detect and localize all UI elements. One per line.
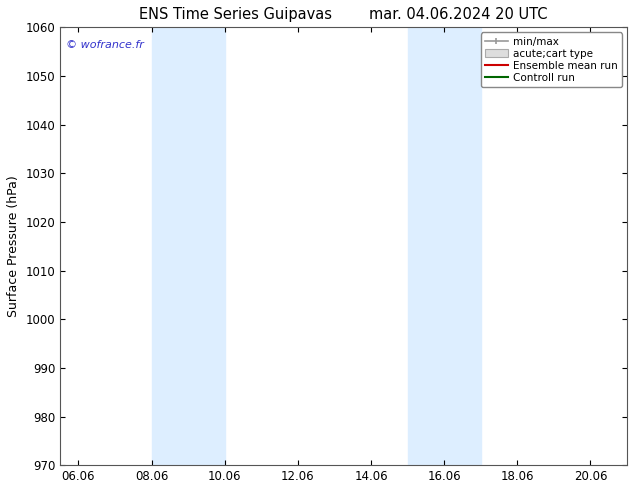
Text: © wofrance.fr: © wofrance.fr <box>66 40 144 50</box>
Bar <box>152 27 224 465</box>
Bar <box>408 27 481 465</box>
Legend: min/max, acute;cart type, Ensemble mean run, Controll run: min/max, acute;cart type, Ensemble mean … <box>481 32 622 87</box>
Title: ENS Time Series Guipavas        mar. 04.06.2024 20 UTC: ENS Time Series Guipavas mar. 04.06.2024… <box>139 7 548 22</box>
Y-axis label: Surface Pressure (hPa): Surface Pressure (hPa) <box>7 175 20 317</box>
